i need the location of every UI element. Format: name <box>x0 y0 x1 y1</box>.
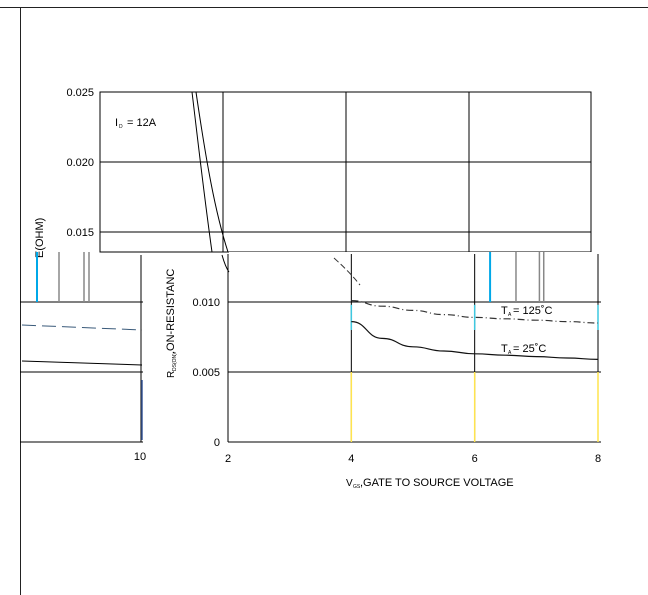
ylabel-subscript: DS(ON) <box>172 353 178 371</box>
upper-ytick-label: 0.015 <box>66 227 94 239</box>
lower-panel-overlay <box>229 252 599 302</box>
upper-curve-25c <box>195 91 229 253</box>
lower-ytick-label: 0 <box>214 437 220 449</box>
annotation-symbol: I <box>115 117 118 129</box>
current-annotation: I D = 12A <box>115 117 157 130</box>
upper-panel: 0.025 0.020 0.015 I D = 12A E(OHM) <box>34 87 592 258</box>
legend-125c-label: = 125˚C <box>513 305 552 317</box>
legend-125c: T A = 125˚C <box>501 305 552 318</box>
upper-ytick-label: 0.020 <box>66 157 94 169</box>
upper-ylabel-fragment: E(OHM) <box>34 218 46 258</box>
left-curve-125c <box>21 324 143 331</box>
legend-25c-subscript: A <box>508 350 512 356</box>
legend-125c-symbol: T <box>501 305 508 317</box>
lower-ytick-label: 0.010 <box>192 297 220 309</box>
annotation-subscript: D <box>119 124 123 130</box>
series-lead-in-125c <box>333 257 361 286</box>
lower-xtick-label: 2 <box>225 453 231 465</box>
left-fragment-panel: 10 <box>20 252 146 463</box>
xlabel-main: V <box>346 478 353 489</box>
lower-xtick-label: 4 <box>348 453 354 465</box>
legend-25c: T A = 25˚C <box>501 343 546 356</box>
legend-25c-label: = 25˚C <box>513 343 546 355</box>
ylabel-main: R <box>166 371 177 378</box>
series-lead-in-25c <box>221 254 230 273</box>
ylabel-rest: ,ON-RESISTANC <box>165 269 177 354</box>
series-line-25c <box>351 321 599 360</box>
lower-panel: 0.010 0.005 0 2 4 6 8 V GS ,GATE TO SOURCE … <box>165 252 601 490</box>
left-xtick-label: 10 <box>134 451 146 463</box>
lower-xticks: 2 4 6 8 <box>225 453 601 465</box>
xlabel-subscript: GS <box>353 484 361 490</box>
upper-curve-125c <box>191 91 213 253</box>
lower-xlabel: V GS ,GATE TO SOURCE VOLTAGE <box>346 477 514 490</box>
lower-ytick-label: 0.005 <box>192 367 220 379</box>
frame-top-border <box>0 7 648 8</box>
upper-ytick-label: 0.025 <box>66 87 94 99</box>
left-curve-25c <box>21 360 143 366</box>
lower-series <box>221 254 599 360</box>
legend-125c-subscript: A <box>508 312 512 318</box>
xlabel-rest: ,GATE TO SOURCE VOLTAGE <box>360 477 514 489</box>
lower-xtick-label: 6 <box>472 453 478 465</box>
legend-25c-symbol: T <box>501 343 508 355</box>
lower-markers <box>350 252 599 442</box>
lower-xtick-label: 8 <box>595 453 601 465</box>
lower-ylabel: R DS(ON) ,ON-RESISTANC <box>165 269 178 378</box>
annotation-value: = 12A <box>127 117 157 129</box>
